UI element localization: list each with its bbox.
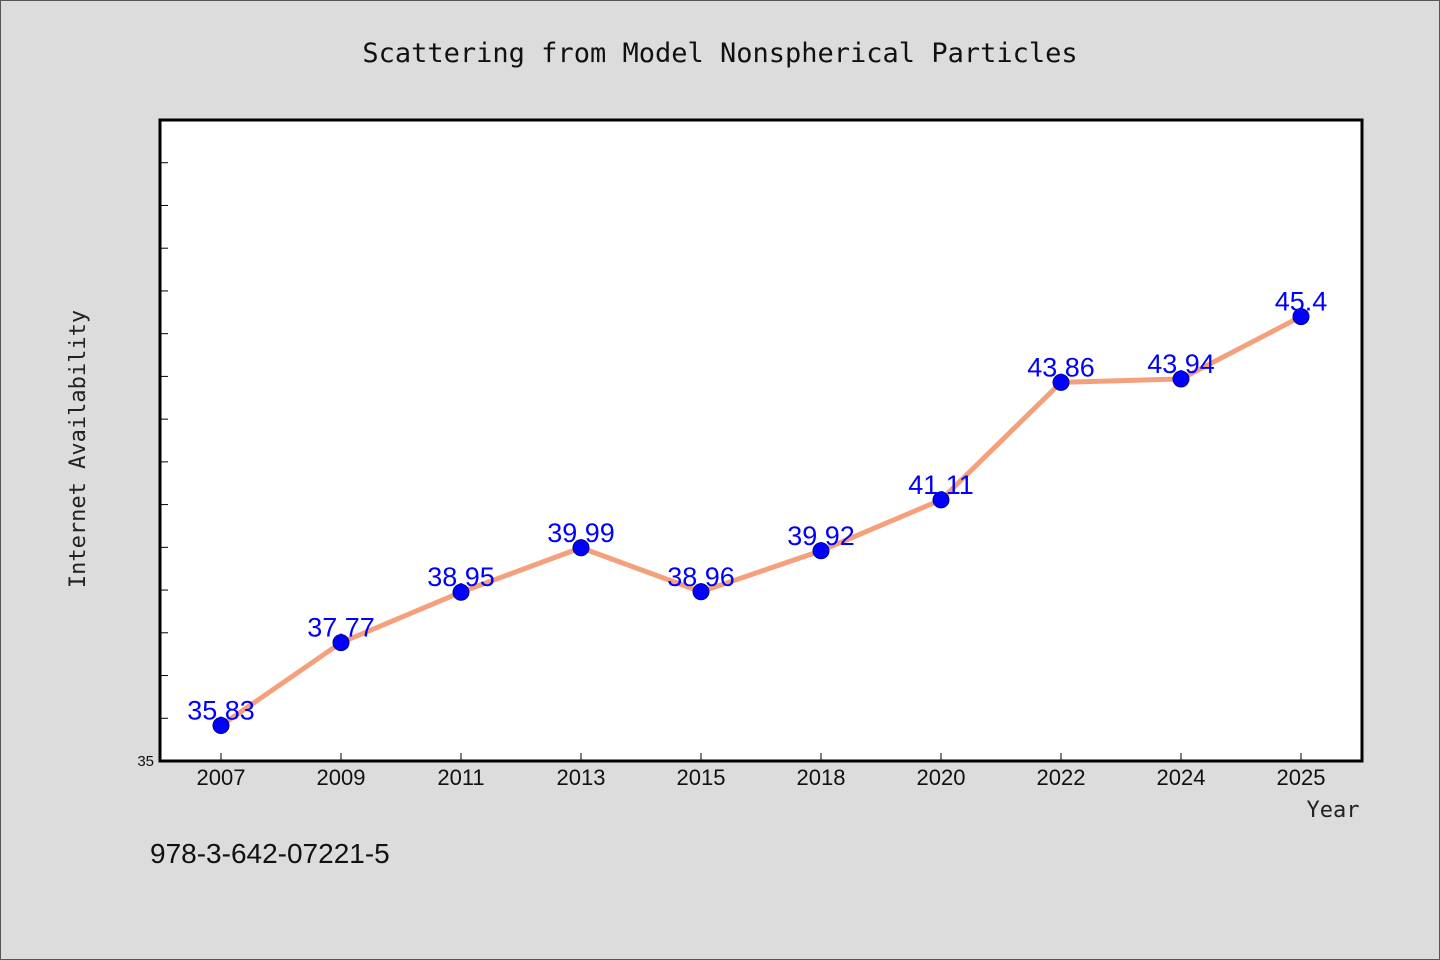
data-label: 38.96 bbox=[667, 562, 735, 592]
data-point bbox=[1292, 308, 1310, 326]
y-tick-label: 35 bbox=[137, 753, 154, 770]
x-axis-label: Year bbox=[1307, 798, 1360, 823]
data-point bbox=[812, 542, 830, 560]
data-label: 35.83 bbox=[187, 696, 255, 726]
data-point bbox=[1052, 373, 1070, 391]
data-point bbox=[1172, 370, 1190, 388]
data-point bbox=[212, 717, 230, 735]
y-axis-ticks bbox=[160, 162, 168, 719]
x-axis-ticks bbox=[220, 753, 1302, 761]
data-point bbox=[692, 583, 710, 601]
y-axis-tick-labels: 35 bbox=[137, 753, 154, 770]
chart-title: Scattering from Model Nonspherical Parti… bbox=[362, 38, 1077, 69]
x-tick-label: 2013 bbox=[557, 765, 606, 790]
data-label: 45.4 bbox=[1275, 287, 1328, 317]
data-label: 38.95 bbox=[427, 562, 495, 592]
x-tick-label: 2018 bbox=[797, 765, 846, 790]
plot-area bbox=[158, 118, 1364, 763]
data-label: 43.86 bbox=[1027, 352, 1095, 382]
x-axis-tick-labels: 2007 2009 2011 2013 2015 2018 2020 2022 2024 2025 bbox=[197, 765, 1326, 790]
x-tick-label: 2025 bbox=[1277, 765, 1326, 790]
x-tick-label: 2009 bbox=[317, 765, 366, 790]
x-tick-label: 2022 bbox=[1037, 765, 1086, 790]
x-tick-label: 2020 bbox=[917, 765, 966, 790]
data-label: 39.92 bbox=[787, 521, 855, 551]
data-label: 37.77 bbox=[307, 613, 375, 643]
data-point bbox=[572, 539, 590, 557]
x-tick-label: 2007 bbox=[197, 765, 246, 790]
data-label: 43.94 bbox=[1147, 349, 1215, 379]
data-point bbox=[452, 583, 470, 601]
x-tick-label: 2015 bbox=[677, 765, 726, 790]
data-label: 41.11 bbox=[908, 470, 974, 500]
isbn-text: 978-3-642-07221-5 bbox=[150, 838, 390, 869]
data-point bbox=[932, 491, 950, 509]
data-labels: 35.83 37.77 38.95 39.99 38.96 39.92 41.11 43.86… bbox=[187, 287, 1327, 726]
data-markers bbox=[212, 308, 1310, 735]
series-line bbox=[218, 314, 1304, 729]
x-tick-label: 2024 bbox=[1157, 765, 1206, 790]
data-label: 39.99 bbox=[547, 518, 615, 548]
data-point bbox=[332, 634, 350, 652]
x-tick-label: 2011 bbox=[437, 765, 484, 790]
y-axis-label: Internet Availability bbox=[66, 310, 91, 588]
